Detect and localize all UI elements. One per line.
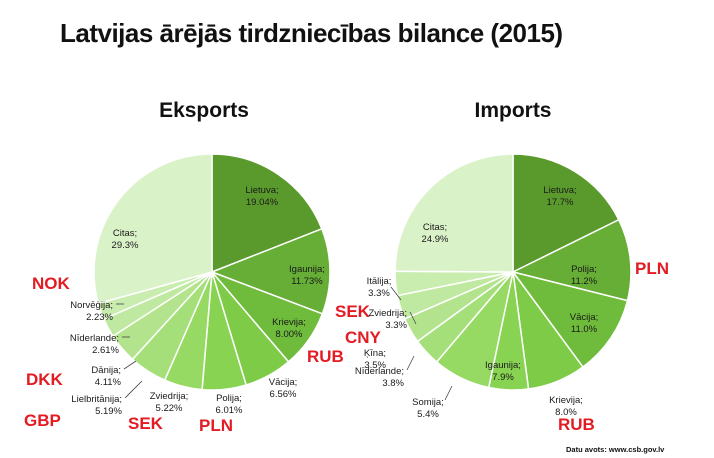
imports-value-somija: 5.4% (417, 409, 439, 420)
imports-value-polija: 11.2% (571, 276, 598, 287)
eksports-value-danija: 4.11% (95, 377, 122, 388)
imports-slice-vacija (511, 270, 629, 369)
eksports-value-norvegija: 2.23% (86, 312, 113, 323)
imports-label-kina: Ķīna; (364, 348, 386, 359)
imports-chart-title: Imports (474, 99, 551, 122)
imports-currency-pln: PLN (635, 259, 669, 278)
eksports-label-igaunija: Igaunija; (289, 264, 325, 275)
imports-slice-lietuva (512, 153, 620, 274)
imports-label-igaunija: Igaunija; (485, 360, 521, 371)
eksports-label-norvegija: Norvēģija; (70, 300, 113, 311)
eksports-value-vacija: 6.56% (270, 389, 297, 400)
eksports-chart-title: Eksports (159, 99, 249, 122)
imports-value-italija: 3.3% (368, 288, 390, 299)
eksports-label-krievija: Krievija; (272, 317, 306, 328)
eksports-value-krievija: 8.00% (276, 329, 303, 340)
imports-label-lietuva: Lietuva; (543, 185, 576, 196)
eksports-label-vacija: Vācija; (269, 377, 298, 388)
eksports-label-lielbritanija: Lielbritānija; (71, 394, 122, 405)
imports-value-kina: 3.5% (364, 360, 386, 371)
imports-currency-sek: SEK (335, 302, 371, 321)
imports-value-niderlande: 3.8% (382, 378, 404, 389)
imports-label-zviedrija: Zviedrija; (368, 308, 407, 319)
imports-label-niderlande: Nīderlande; (355, 366, 404, 377)
page-title: Latvijas ārējās tirdzniecības bilance (2… (60, 18, 563, 48)
eksports-label-lietuva: Lietuva; (245, 185, 278, 196)
imports-leader-zviedrija (409, 311, 417, 325)
eksports-slice-citas (93, 153, 213, 305)
imports-value-krievija: 8.0% (555, 407, 577, 418)
eksports-value-lietuva: 19.04% (246, 197, 279, 208)
eksports-slice-lietuva (211, 153, 323, 274)
imports-label-italija: Itālija; (367, 276, 392, 287)
eksports-slice-igaunija (209, 227, 331, 315)
imports-currency-rub: RUB (558, 415, 595, 434)
imports-leader-niderlande (406, 355, 415, 371)
eksports-currency-rub: RUB (307, 347, 344, 366)
imports-value-lietuva: 17.7% (547, 197, 574, 208)
eksports-value-citas: 29.3% (112, 240, 139, 251)
eksports-label-danija: Dānija; (91, 365, 121, 376)
eksports-label-citas: Citas; (113, 228, 137, 239)
eksports-value-igaunija: 11.73% (291, 276, 323, 287)
imports-label-somija: Somija; (412, 397, 444, 408)
eksports-currency-nok: NOK (32, 274, 71, 293)
imports-label-citas: Citas; (423, 222, 447, 233)
eksports-leader-lielbritanija (124, 380, 143, 399)
eksports-label-niderlande: Nīderlande; (70, 333, 119, 344)
eksports-currency-pln: PLN (199, 416, 233, 435)
eksports-label-polija: Polija; (216, 393, 242, 404)
eksports-value-zviedrija: 5.22% (156, 403, 183, 414)
eksports-label-zviedrija: Zviedrija; (150, 391, 189, 402)
imports-slice-citas (394, 153, 514, 273)
imports-leader-italija (390, 286, 402, 301)
imports-value-vacija: 11.0% (571, 324, 598, 335)
eksports-leader-danija (123, 360, 137, 370)
imports-value-zviedrija: 3.3% (385, 320, 407, 331)
source-note: Datu avots: www.csb.gov.lv (566, 445, 665, 454)
imports-label-polija: Polija; (571, 264, 597, 275)
imports-label-vacija: Vācija; (570, 312, 599, 323)
imports-label-krievija: Krievija; (549, 395, 583, 406)
imports-slice-polija (510, 218, 632, 302)
imports-currency-cny: CNY (345, 328, 382, 347)
eksports-value-lielbritanija: 5.19% (95, 406, 122, 417)
eksports-currency-gbp: GBP (24, 411, 61, 430)
eksports-value-niderlande: 2.61% (92, 345, 119, 356)
eksports-currency-dkk: DKK (26, 370, 64, 389)
imports-value-citas: 24.9% (422, 234, 449, 245)
eksports-currency-sek: SEK (128, 414, 164, 433)
imports-value-igaunija: 7.9% (492, 372, 514, 383)
imports-leader-somija (444, 385, 453, 401)
eksports-value-polija: 6.01% (216, 405, 243, 416)
